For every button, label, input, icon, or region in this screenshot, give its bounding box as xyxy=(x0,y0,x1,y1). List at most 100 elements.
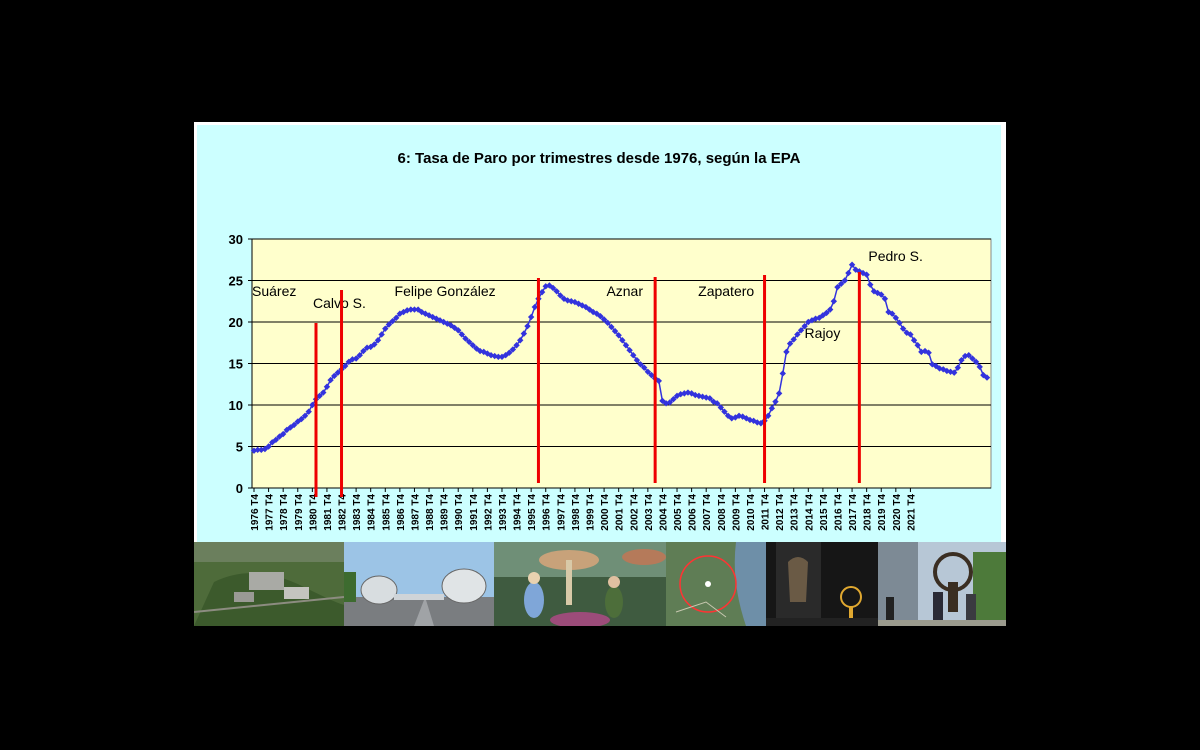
data-point xyxy=(571,298,579,306)
data-point xyxy=(458,331,466,338)
data-point xyxy=(969,355,976,362)
x-tick-label: 2008 T4 xyxy=(717,494,728,531)
x-tick-label: 2009 T4 xyxy=(731,494,742,531)
x-tick-label: 1992 T4 xyxy=(483,494,494,531)
data-point xyxy=(907,331,914,338)
data-point xyxy=(976,363,983,371)
x-tick-label: 1978 T4 xyxy=(279,494,290,531)
data-point xyxy=(608,323,615,331)
data-point xyxy=(305,408,312,415)
data-point xyxy=(863,271,870,278)
data-point xyxy=(929,361,936,368)
data-point xyxy=(641,364,648,371)
data-point xyxy=(958,356,965,364)
y-axis: 0 5 10 15 20 25 30 xyxy=(229,232,991,496)
data-point xyxy=(360,347,367,355)
data-point xyxy=(385,321,393,328)
x-tick-label: 2012 T4 xyxy=(775,494,786,531)
data-point xyxy=(859,269,867,277)
data-point xyxy=(582,303,590,311)
data-point xyxy=(393,314,400,322)
data-point xyxy=(557,292,564,299)
photo-satellite-map xyxy=(666,542,766,626)
x-tick-label: 2006 T4 xyxy=(688,494,699,531)
photo-fantasy-mushrooms xyxy=(494,542,666,626)
y-tick-label: 5 xyxy=(236,440,243,455)
data-point xyxy=(779,370,786,377)
chart-area: 6: Tasa de Paro por trimestres desde 197… xyxy=(197,125,1001,542)
data-point xyxy=(786,340,794,347)
data-point xyxy=(812,315,819,322)
x-tick-label: 1980 T4 xyxy=(308,494,319,531)
data-point xyxy=(371,341,378,348)
data-point xyxy=(790,336,797,343)
leader-label: Aznar xyxy=(606,283,643,299)
data-point xyxy=(878,291,885,298)
data-point xyxy=(702,394,710,401)
x-tick-label: 1996 T4 xyxy=(542,494,553,531)
data-point xyxy=(320,389,327,396)
data-point xyxy=(783,348,790,356)
data-point xyxy=(732,414,739,421)
data-point xyxy=(717,404,724,411)
x-tick-label: 1989 T4 xyxy=(440,494,451,531)
data-point xyxy=(509,346,517,353)
x-tick-label: 1982 T4 xyxy=(338,494,349,531)
data-point xyxy=(334,369,342,376)
data-point xyxy=(331,372,338,380)
data-point xyxy=(983,374,991,381)
x-tick-label: 2013 T4 xyxy=(790,494,801,531)
data-point xyxy=(914,342,921,349)
data-point xyxy=(407,306,415,313)
x-tick-label: 1994 T4 xyxy=(513,494,524,531)
data-point xyxy=(830,298,838,305)
data-point xyxy=(848,261,856,268)
x-tick-label: 1991 T4 xyxy=(469,494,480,531)
data-point xyxy=(374,337,382,344)
data-point xyxy=(604,319,611,327)
y-tick-label: 0 xyxy=(236,481,243,496)
leader-markers: Suárez Calvo S. Felipe González Aznar Zapate… xyxy=(252,248,923,497)
data-point xyxy=(403,307,411,314)
x-tick-label: 2001 T4 xyxy=(615,494,626,531)
y-tick-label: 10 xyxy=(229,398,243,413)
series-layer xyxy=(250,261,991,454)
data-point xyxy=(881,295,889,302)
data-point xyxy=(433,315,440,322)
data-point xyxy=(455,327,462,334)
data-point xyxy=(713,400,721,407)
x-tick-label: 1981 T4 xyxy=(323,494,334,531)
x-tick-label: 1999 T4 xyxy=(586,494,597,531)
data-point xyxy=(841,277,848,284)
data-point xyxy=(918,348,925,356)
data-point xyxy=(910,337,918,344)
data-point xyxy=(279,430,287,438)
data-point xyxy=(301,412,309,419)
x-tick-label: 2004 T4 xyxy=(658,494,669,531)
data-point xyxy=(513,342,520,349)
data-point xyxy=(899,325,907,332)
x-tick-label: 2005 T4 xyxy=(673,494,684,531)
x-tick-label: 1979 T4 xyxy=(294,494,305,531)
x-tick-label: 2021 T4 xyxy=(906,494,917,531)
x-tick-label: 1983 T4 xyxy=(352,494,363,531)
x-tick-label: 1997 T4 xyxy=(556,494,567,531)
data-point xyxy=(287,424,294,431)
leader-label: Suárez xyxy=(252,283,296,299)
data-point xyxy=(323,383,331,390)
data-point xyxy=(972,358,980,366)
leader-label: Felipe González xyxy=(395,283,496,299)
x-tick-label: 1987 T4 xyxy=(410,494,421,531)
data-point xyxy=(870,288,878,295)
data-point xyxy=(892,314,900,322)
data-point xyxy=(524,322,531,330)
data-point xyxy=(440,318,447,326)
data-point xyxy=(309,401,316,409)
data-point xyxy=(950,369,958,376)
data-point xyxy=(316,392,323,400)
x-tick-label: 2000 T4 xyxy=(600,494,611,531)
x-tick-label: 2017 T4 xyxy=(848,494,859,531)
x-tick-label: 1998 T4 xyxy=(571,494,582,531)
x-tick-label: 1993 T4 xyxy=(498,494,509,531)
data-point xyxy=(768,405,776,412)
